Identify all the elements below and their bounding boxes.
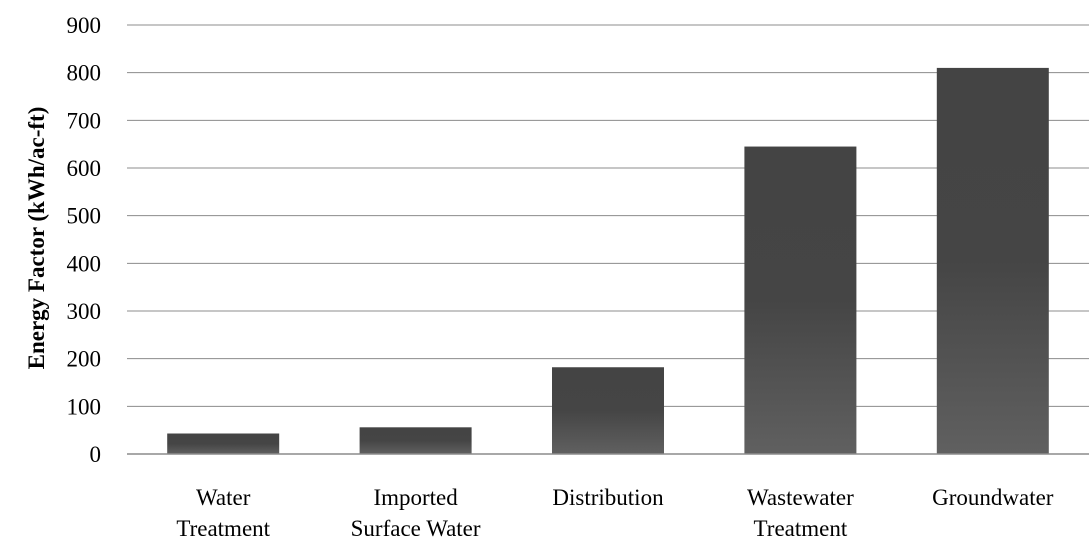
x-category-labels: Water Treatment Imported Surface Water Distr… [176,485,1053,541]
bar [552,367,664,454]
y-tick-label: 300 [67,299,102,324]
x-category-label: Imported Surface Water [351,485,481,541]
bar [744,146,857,455]
y-axis-title: Energy Factor (kWh/ac-ft) [24,107,49,370]
y-tick-label: 100 [67,394,102,419]
y-tick-labels: 0 100 200 300 400 500 600 700 800 900 [67,13,102,467]
y-tick-label: 500 [67,204,102,229]
bars [167,67,1049,455]
y-tick-label: 0 [90,442,102,467]
y-tick-label: 800 [67,61,102,86]
x-category-label: Distribution [552,485,664,510]
bar [936,67,1049,455]
y-tick-label: 700 [67,108,102,133]
x-category-label: Water Treatment [176,485,270,541]
y-tick-label: 400 [67,251,102,276]
bar [359,427,472,454]
x-category-label: Wastewater Treatment [747,485,854,541]
gridlines [127,24,1089,407]
y-tick-label: 200 [67,347,102,372]
bar [167,433,280,454]
x-category-label: Groundwater [932,485,1054,510]
y-tick-label: 900 [67,13,102,38]
y-tick-label: 600 [67,156,102,181]
